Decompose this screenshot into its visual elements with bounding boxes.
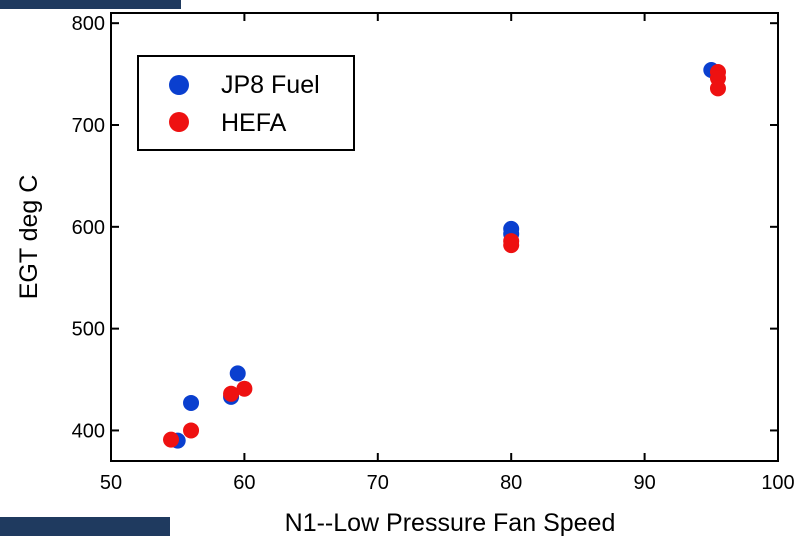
x-tick-label: 90 [633,472,655,494]
top-decor-bar [0,0,181,9]
data-point-hefa [223,385,240,402]
x-tick-label: 80 [500,472,522,494]
y-tick-label: 600 [72,217,105,239]
legend-marker-jp8 [169,75,189,95]
y-axis-title: EGT deg C [15,175,43,300]
x-tick-label: 100 [761,472,794,494]
x-tick-label: 60 [233,472,255,494]
legend: JP8 Fuel HEFA [137,55,355,151]
x-tick-label: 70 [367,472,389,494]
x-tick-label: 50 [100,472,122,494]
data-point-jp8 [229,365,246,382]
x-axis-title: N1--Low Pressure Fan Speed [285,509,616,536]
data-point-hefa [183,422,200,439]
y-tick-label: 400 [72,420,105,442]
y-tick-label: 800 [72,13,105,35]
bottom-decor-bar [0,517,170,536]
plot-frame [110,12,779,462]
legend-marker-hefa [169,112,189,132]
legend-label-hefa: HEFA [221,109,287,137]
data-points [163,62,726,449]
data-point-hefa [236,380,253,397]
legend-label-jp8: JP8 Fuel [221,71,320,99]
data-point-hefa [503,237,520,254]
legend-box [137,55,355,151]
data-point-hefa [163,431,180,448]
y-tick-label: 500 [72,319,105,341]
data-point-jp8 [183,394,200,411]
data-point-hefa [709,80,726,97]
axis-ticks: 50 60 70 80 90 100 400 500 600 700 800 [72,13,795,494]
y-tick-label: 700 [72,115,105,137]
